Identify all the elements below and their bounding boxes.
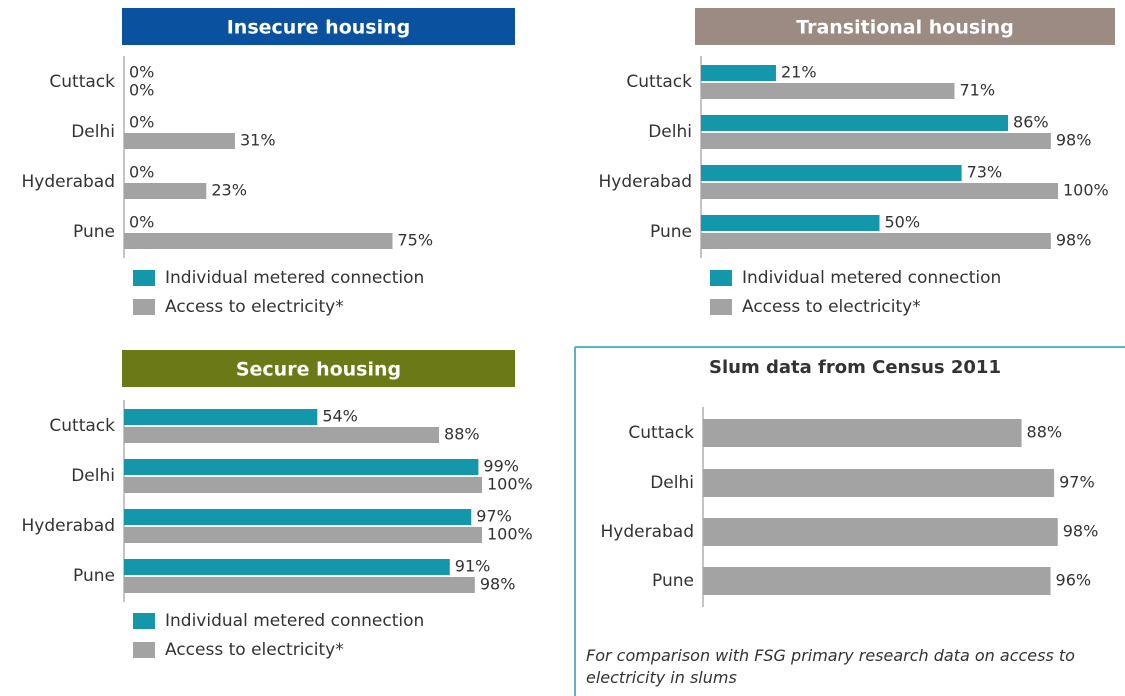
value-label: 0% (129, 163, 154, 182)
bar (124, 427, 440, 443)
value-label: 0% (129, 81, 154, 100)
category-label: Hyderabad (601, 522, 695, 542)
legend-swatch (133, 299, 155, 315)
value-label: 86% (1013, 113, 1049, 132)
legend-swatch (133, 270, 155, 286)
category-label: Hyderabad (22, 172, 116, 192)
value-label: 100% (487, 525, 533, 544)
bar (701, 65, 776, 81)
category-label: Cuttack (49, 72, 115, 92)
bar (701, 83, 955, 99)
value-label: 50% (885, 213, 921, 232)
header (122, 350, 515, 387)
note-box: For comparison with FSG primary research… (586, 646, 1075, 687)
bar (124, 233, 393, 249)
bar (701, 233, 1051, 249)
value-label: 100% (1063, 181, 1109, 200)
value-label: 31% (240, 131, 276, 150)
category-label: Cuttack (626, 72, 692, 92)
value-label: 73% (967, 163, 1003, 182)
bar (701, 183, 1058, 199)
category-label: Cuttack (628, 423, 694, 443)
legend-swatch (133, 613, 155, 629)
value-label: 98% (1063, 522, 1099, 541)
bar (701, 215, 880, 231)
category-label: Delhi (71, 122, 115, 142)
value-label: 88% (444, 425, 480, 444)
category-label: Hyderabad (22, 516, 116, 536)
bar (124, 459, 479, 475)
bar (124, 409, 318, 425)
value-label: 99% (483, 457, 519, 476)
category-label: Pune (652, 571, 694, 591)
header (122, 8, 515, 45)
bar (124, 183, 207, 199)
legend-label: Individual metered connection (165, 611, 424, 631)
value-label: 98% (480, 575, 516, 594)
value-label: 96% (1056, 571, 1092, 590)
legend-label: Access to electricity* (165, 297, 344, 317)
bar (701, 165, 962, 181)
legend-swatch (710, 270, 732, 286)
value-label: 0% (129, 63, 154, 82)
legend-label: Access to electricity* (742, 297, 921, 317)
value-label: 54% (322, 407, 358, 426)
chart-title: Insecure housing (227, 17, 411, 39)
value-label: 75% (398, 231, 434, 250)
value-label: 21% (781, 63, 817, 82)
value-label: 23% (211, 181, 247, 200)
value-label: 97% (1059, 473, 1095, 492)
category-label: Delhi (71, 466, 115, 486)
header (695, 8, 1115, 45)
value-label: 98% (1056, 131, 1092, 150)
chart-title: Slum data from Census 2011 (709, 357, 1001, 378)
bar (703, 419, 1022, 447)
legend-label: Individual metered connection (742, 268, 1001, 288)
category-label: Hyderabad (599, 172, 693, 192)
legend-swatch (710, 299, 732, 315)
value-label: 88% (1027, 423, 1063, 442)
note: For comparison with FSG primary research… (586, 646, 1075, 687)
value-label: 97% (476, 507, 512, 526)
category-label: Delhi (650, 473, 694, 493)
bar (124, 527, 482, 543)
bar (124, 577, 475, 593)
value-label: 0% (129, 113, 154, 132)
legend-swatch (133, 642, 155, 658)
category-label: Pune (73, 222, 115, 242)
bar (703, 469, 1055, 497)
bar (703, 518, 1058, 546)
value-label: 98% (1056, 231, 1092, 250)
category-label: Delhi (648, 122, 692, 142)
bar (124, 477, 482, 493)
chart-title: Transitional housing (796, 17, 1014, 39)
value-label: 91% (455, 557, 491, 576)
bar (701, 115, 1009, 131)
value-label: 0% (129, 213, 154, 232)
bar (701, 133, 1051, 149)
bar (124, 133, 235, 149)
chart-title: Secure housing (236, 359, 401, 381)
bar (124, 559, 450, 575)
legend-label: Individual metered connection (165, 268, 424, 288)
value-label: 71% (959, 81, 995, 100)
category-label: Cuttack (49, 416, 115, 436)
value-label: 100% (487, 475, 533, 494)
bar (703, 567, 1051, 595)
bar (124, 509, 472, 525)
category-label: Pune (650, 222, 692, 242)
category-label: Pune (73, 566, 115, 586)
legend-label: Access to electricity* (165, 640, 344, 660)
